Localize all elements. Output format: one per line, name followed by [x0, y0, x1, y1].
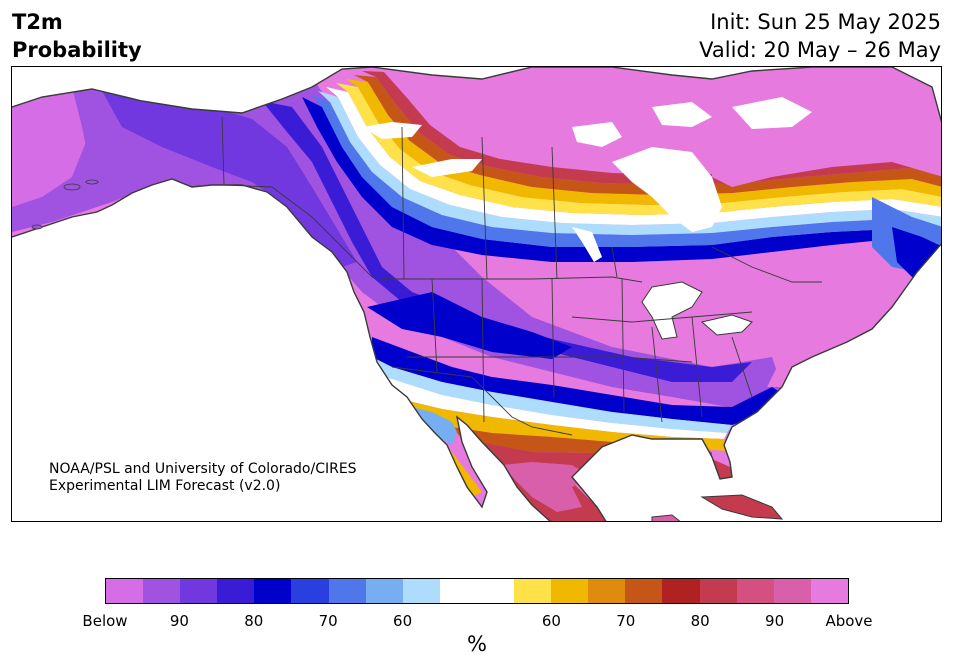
- arctic-water: [572, 122, 622, 147]
- title-line-type: Probability: [12, 38, 142, 62]
- colorbar-tick-label: 80: [690, 612, 710, 630]
- map-svg: [12, 67, 941, 521]
- great-lakes: [700, 314, 753, 336]
- colorbar-segment: [773, 579, 811, 603]
- colorbar-tick-label: 70: [318, 612, 338, 630]
- caribbean-island: [651, 514, 681, 521]
- colorbar-tick-label: Above: [825, 612, 873, 630]
- colorbar-tick-label: 90: [169, 612, 189, 630]
- map-title: T2m Probability: [12, 8, 142, 64]
- political-borders: [221, 116, 822, 436]
- colorbar-segment: [106, 579, 144, 603]
- aleutian-islands: [31, 179, 99, 230]
- cuba: [700, 494, 784, 520]
- colorbar-tick-label: Below: [82, 612, 128, 630]
- colorbar-segment: [328, 579, 366, 603]
- colorbar-tick-label: 60: [541, 612, 561, 630]
- colorbar-unit: %: [467, 632, 487, 656]
- colorbar-segment: [514, 579, 552, 603]
- valid-range: Valid: 20 May – 26 May: [699, 38, 941, 62]
- init-date: Init: Sun 25 May 2025: [710, 10, 941, 34]
- ice-patch: [412, 159, 482, 177]
- great-lakes: [641, 281, 703, 340]
- colorbar-segment: [365, 579, 403, 603]
- colorbar-segment: [551, 579, 589, 603]
- colorbar-tick-label: 80: [244, 612, 264, 630]
- hudson-bay-ice: [572, 227, 602, 262]
- forecast-dates: Init: Sun 25 May 2025 Valid: 20 May – 26…: [699, 8, 941, 64]
- credit-line-2: Experimental LIM Forecast (v2.0): [49, 478, 281, 494]
- colorbar-segment: [736, 579, 774, 603]
- forecast-map: [11, 66, 942, 522]
- ice-patch: [362, 122, 422, 139]
- probability-field: [12, 67, 941, 521]
- colorbar-segment: [476, 579, 515, 603]
- hudson-bay: [612, 147, 722, 232]
- colorbar-segment: [810, 579, 848, 603]
- colorbar-segment: [217, 579, 255, 603]
- colorbar-segment: [402, 579, 440, 603]
- credit-line-1: NOAA/PSL and University of Colorado/CIRE…: [49, 461, 357, 477]
- colorbar-segment: [625, 579, 663, 603]
- arctic-water: [652, 102, 712, 127]
- colorbar-tick-label: 90: [765, 612, 785, 630]
- coastline: [12, 67, 941, 521]
- colorbar-segment: [439, 579, 477, 603]
- colorbar-segment: [699, 579, 737, 603]
- colorbar-segment: [588, 579, 626, 603]
- colorbar-segment: [254, 579, 292, 603]
- colorbar-segment: [662, 579, 700, 603]
- colorbar-segment: [291, 579, 329, 603]
- credit-text: NOAA/PSL and University of Colorado/CIRE…: [49, 461, 357, 495]
- colorbar-tick-label: 70: [616, 612, 636, 630]
- title-line-variable: T2m: [12, 10, 63, 34]
- colorbar-segment: [180, 579, 218, 603]
- colorbar: [105, 578, 849, 604]
- colorbar-segment: [143, 579, 181, 603]
- colorbar-tick-label: 60: [393, 612, 413, 630]
- arctic-water: [732, 97, 812, 129]
